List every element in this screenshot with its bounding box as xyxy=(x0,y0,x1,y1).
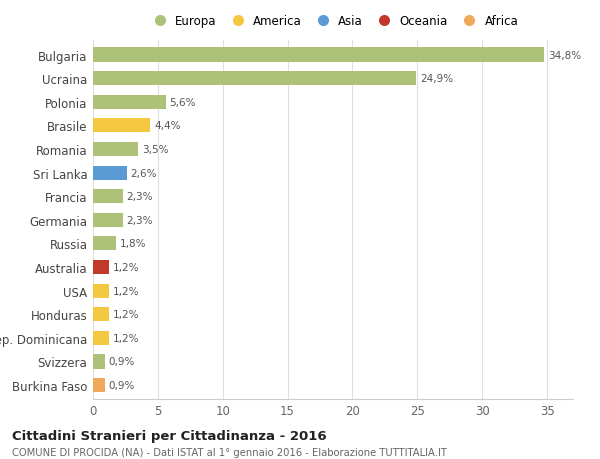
Text: 24,9%: 24,9% xyxy=(420,74,453,84)
Text: 5,6%: 5,6% xyxy=(170,98,196,107)
Text: 2,3%: 2,3% xyxy=(127,192,153,202)
Text: 1,2%: 1,2% xyxy=(112,333,139,343)
Bar xyxy=(93,166,127,180)
Text: 1,2%: 1,2% xyxy=(112,286,139,296)
Bar xyxy=(93,331,109,345)
Bar xyxy=(93,190,123,204)
Bar xyxy=(93,72,416,86)
Text: 0,9%: 0,9% xyxy=(109,357,135,367)
Text: 2,6%: 2,6% xyxy=(131,168,157,178)
Bar xyxy=(93,284,109,298)
Text: Cittadini Stranieri per Cittadinanza - 2016: Cittadini Stranieri per Cittadinanza - 2… xyxy=(12,429,326,442)
Legend: Europa, America, Asia, Oceania, Africa: Europa, America, Asia, Oceania, Africa xyxy=(148,15,518,28)
Text: 34,8%: 34,8% xyxy=(548,50,581,61)
Bar xyxy=(93,48,544,62)
Text: 1,2%: 1,2% xyxy=(112,263,139,273)
Text: COMUNE DI PROCIDA (NA) - Dati ISTAT al 1° gennaio 2016 - Elaborazione TUTTITALIA: COMUNE DI PROCIDA (NA) - Dati ISTAT al 1… xyxy=(12,448,447,458)
Bar xyxy=(93,354,104,369)
Bar xyxy=(93,119,150,133)
Text: 2,3%: 2,3% xyxy=(127,215,153,225)
Bar xyxy=(93,143,139,157)
Text: 3,5%: 3,5% xyxy=(142,145,169,155)
Text: 1,8%: 1,8% xyxy=(120,239,147,249)
Bar xyxy=(93,260,109,274)
Text: 0,9%: 0,9% xyxy=(109,380,135,390)
Bar xyxy=(93,308,109,322)
Text: 4,4%: 4,4% xyxy=(154,121,181,131)
Bar xyxy=(93,213,123,227)
Text: 1,2%: 1,2% xyxy=(112,309,139,319)
Bar xyxy=(93,378,104,392)
Bar xyxy=(93,237,116,251)
Bar xyxy=(93,95,166,110)
